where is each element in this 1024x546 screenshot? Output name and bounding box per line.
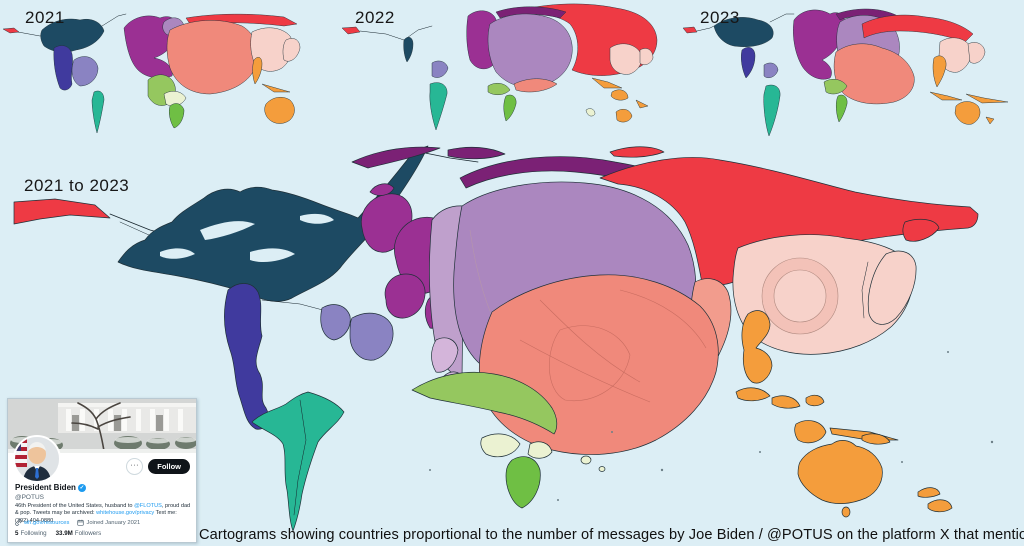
avatar <box>13 435 61 483</box>
region-united-states <box>740 47 756 79</box>
region-north-america <box>403 37 414 63</box>
following-stat[interactable]: 5 Following <box>15 530 47 537</box>
calendar-icon <box>77 519 85 526</box>
region-united-states <box>53 45 73 91</box>
more-button[interactable]: ··· <box>126 458 144 475</box>
region-mexico <box>763 62 779 78</box>
following-count: 5 <box>15 530 19 537</box>
region-united-states <box>224 283 269 430</box>
label-2022: 2022 <box>355 8 395 27</box>
region-southern-africa <box>505 456 541 509</box>
region-south-america <box>91 90 105 134</box>
region-southern-africa <box>168 103 185 129</box>
cartogram-2023 <box>682 8 1009 137</box>
region-subsahara <box>585 108 596 117</box>
region-asia-main <box>166 20 258 95</box>
region-western-europe <box>793 9 846 80</box>
profile-handle: @POTUS <box>15 494 44 501</box>
label-2021: 2021 <box>25 8 65 27</box>
region-russia-sliver <box>609 146 665 158</box>
website-link[interactable]: wh.gov/resources <box>24 519 70 526</box>
region-subsahara <box>163 90 187 107</box>
region-east-asia-lobe <box>967 42 986 64</box>
region-oceania <box>252 57 295 124</box>
region-north-america <box>40 18 105 53</box>
region-china-ring-inner <box>773 269 827 323</box>
region-south-america <box>763 84 781 137</box>
follow-button[interactable]: Follow <box>148 459 190 474</box>
region-russia-fragment <box>2 27 20 34</box>
region-north-africa <box>411 371 558 435</box>
label-2021-to-2023: 2021 to 2023 <box>24 176 130 195</box>
region-north-america <box>713 17 774 47</box>
bio-text: Text me: (302) 404-0880 <box>15 510 177 524</box>
profile-name: President Biden <box>15 483 76 492</box>
region-middle-east <box>833 43 915 105</box>
verified-badge-icon: ✓ <box>77 483 86 492</box>
region-ukraine <box>487 13 573 88</box>
followers-label: Followers <box>74 530 102 537</box>
region-oceania <box>735 310 953 518</box>
link-icon <box>15 519 22 526</box>
bio-mention-link[interactable]: @FLOTUS <box>134 503 162 509</box>
region-southern-africa <box>503 94 517 122</box>
region-japan <box>867 250 917 325</box>
bio-privacy-link[interactable]: whitehouse.gov/privacy <box>96 510 155 517</box>
cartogram-2021 <box>2 13 301 134</box>
region-subsahara <box>480 433 606 472</box>
region-russia-fragment <box>13 198 111 225</box>
region-middle-east <box>513 78 558 93</box>
region-southern-africa <box>835 94 848 123</box>
region-east-asia-lobe <box>282 38 301 62</box>
profile-card: ··· Follow President Biden ✓ @POTUS 46th… <box>7 398 197 543</box>
region-south-america <box>429 82 448 131</box>
region-mexico <box>71 56 99 87</box>
caption: Cartograms showing countries proportiona… <box>199 527 1024 543</box>
region-russia <box>599 157 979 286</box>
profile-bio: 46th President of the United States, hus… <box>15 503 191 525</box>
cartogram-2021-2023 <box>13 145 994 532</box>
region-south-america <box>251 391 345 532</box>
bio-text: 46th President of the United States, hus… <box>15 503 135 509</box>
cartogram-2022 <box>341 3 658 131</box>
region-russia-fragment <box>682 26 698 34</box>
region-mexico <box>431 60 449 78</box>
region-mexico <box>320 304 351 341</box>
region-russia-east <box>902 218 940 242</box>
label-2023: 2023 <box>700 8 740 27</box>
region-north-africa <box>823 78 848 95</box>
region-russia-fragment <box>341 26 361 35</box>
following-label: Following <box>20 530 47 537</box>
region-caribbean <box>349 312 394 361</box>
region-north-africa <box>487 82 511 95</box>
bio-text: , proud dad & pop. Tweets may be archive… <box>15 503 191 517</box>
followers-stat[interactable]: 33.9M Followers <box>56 530 102 537</box>
region-oceania <box>929 55 1009 125</box>
region-east-asia <box>609 43 642 75</box>
followers-count: 33.9M <box>55 530 73 537</box>
island-flecks <box>429 351 994 501</box>
region-middle-east <box>478 274 719 455</box>
joined-date: Joined January 2021 <box>86 519 141 526</box>
region-oceania <box>591 77 649 123</box>
region-east-asia-lobe <box>639 48 654 65</box>
canada-lakes <box>160 213 334 262</box>
